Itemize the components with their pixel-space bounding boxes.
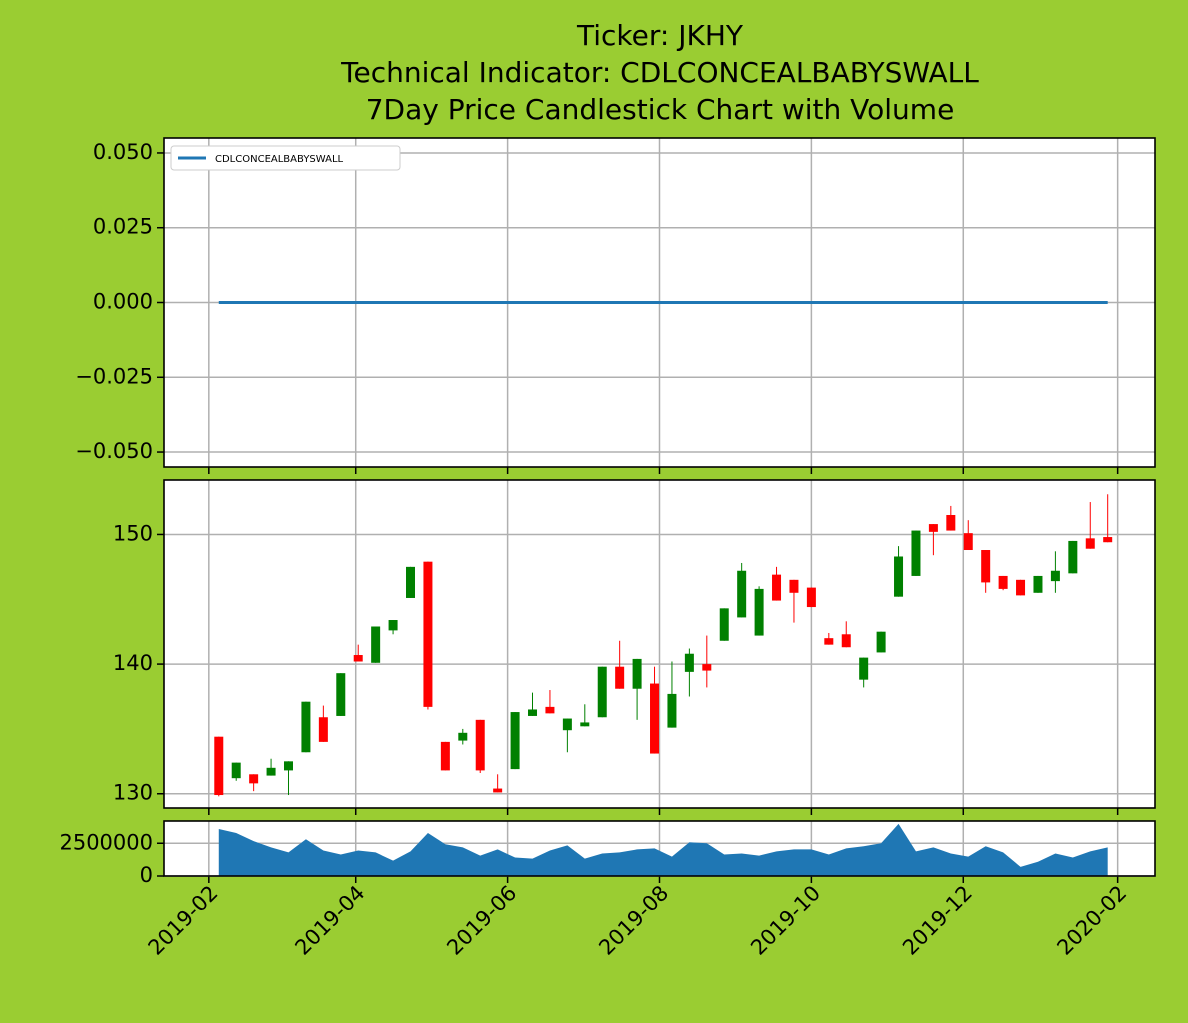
- candle-body: [928, 524, 938, 532]
- candle-body: [772, 574, 782, 601]
- candle-body: [754, 588, 764, 636]
- candle-body: [458, 732, 468, 741]
- candle-body: [911, 530, 921, 576]
- candle-body: [406, 566, 416, 598]
- plot-frame: [163, 479, 1156, 809]
- candle-body: [702, 664, 712, 671]
- candle-body: [737, 570, 747, 618]
- candle-body: [946, 515, 956, 531]
- candle-body: [475, 719, 485, 771]
- legend-label: CDLCONCEALBABYSWALL: [215, 154, 344, 165]
- candle-body: [266, 767, 276, 776]
- candle-body: [667, 693, 677, 728]
- candle-body: [283, 761, 293, 771]
- legend-box: [170, 145, 401, 171]
- candle-body: [719, 608, 729, 641]
- candle-body: [493, 788, 503, 793]
- candle-body: [1033, 575, 1043, 593]
- y-tick-label: 130: [113, 781, 153, 805]
- candle-body: [388, 620, 398, 631]
- volume-area: [218, 823, 1108, 876]
- candle-body: [824, 638, 834, 645]
- candle-body: [806, 587, 816, 608]
- candle-body: [423, 561, 433, 707]
- candle-body: [894, 556, 904, 597]
- candle-body: [1068, 540, 1078, 574]
- plot-frame: [163, 137, 1156, 468]
- candle-body: [1103, 537, 1113, 543]
- candle-body: [353, 655, 363, 662]
- chart-title: Technical Indicator: CDLCONCEALBABYSWALL: [340, 56, 979, 89]
- candle-body: [981, 550, 991, 583]
- y-tick-label: 150: [113, 521, 153, 545]
- candle-body: [1050, 570, 1060, 582]
- candle-body: [562, 718, 572, 731]
- y-tick-label: 0.050: [93, 140, 153, 164]
- y-tick-label: 0: [140, 863, 153, 887]
- candle-body: [1085, 538, 1095, 549]
- candle-body: [214, 736, 224, 796]
- candle-body: [789, 579, 799, 593]
- candle-body: [841, 634, 851, 648]
- candle-body: [528, 709, 538, 716]
- chart-title: 7Day Price Candlestick Chart with Volume: [366, 93, 955, 126]
- y-tick-label: 0.000: [93, 290, 153, 314]
- candle-body: [650, 683, 660, 754]
- candle-body: [301, 701, 311, 753]
- candle-body: [632, 658, 642, 689]
- candle-body: [249, 774, 259, 784]
- y-tick-label: 2500000: [59, 830, 153, 854]
- candle-body: [684, 653, 694, 672]
- candle-body: [545, 706, 555, 714]
- candle-body: [371, 626, 381, 663]
- candle-body: [963, 533, 973, 551]
- plot-frame: [163, 820, 1156, 877]
- candle-body: [580, 722, 590, 727]
- candle-body: [998, 575, 1008, 589]
- candle-body: [440, 741, 450, 771]
- chart-title: Ticker: JKHY: [576, 19, 744, 52]
- candle-body: [336, 673, 346, 716]
- y-tick-label: 0.025: [93, 215, 153, 239]
- candle-body: [615, 666, 625, 689]
- y-tick-label: 140: [113, 651, 153, 675]
- candle-body: [231, 762, 241, 779]
- candle-body: [510, 712, 520, 770]
- candle-body: [597, 666, 607, 718]
- y-tick-label: −0.025: [75, 364, 153, 388]
- candle-body: [1016, 579, 1026, 596]
- y-tick-label: −0.050: [75, 439, 153, 463]
- candle-body: [859, 657, 869, 680]
- candle-body: [876, 631, 886, 653]
- candle-body: [318, 717, 328, 742]
